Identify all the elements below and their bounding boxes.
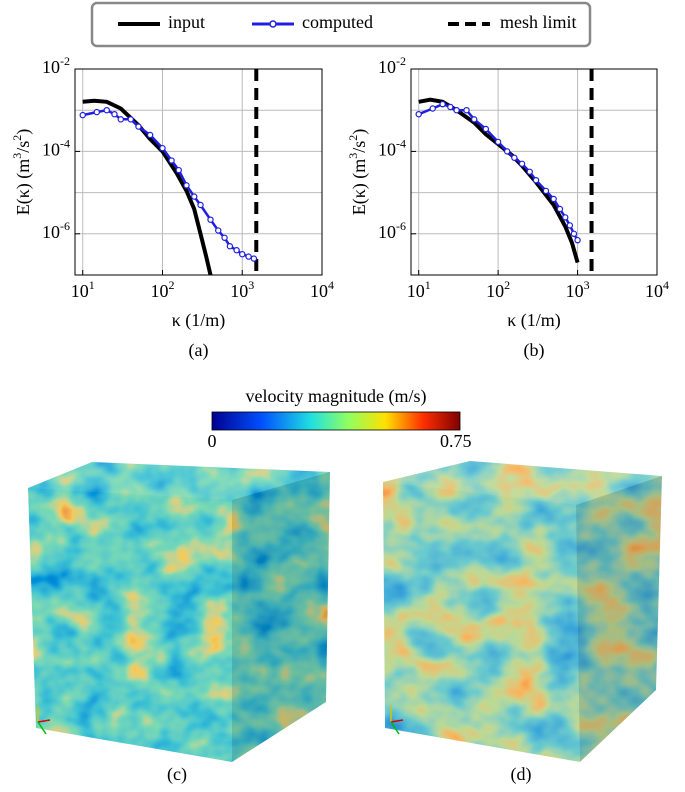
plots: 10-6 10-4 10-2 101 102 103 104 κ (1/m) E(κ) (m3/… [10,54,669,361]
colorbar [211,411,461,431]
colorbar-tick-label: 0.75 [440,431,472,451]
marker [250,255,258,262]
marker [233,246,240,254]
marker [191,193,198,200]
marker [111,110,118,118]
chart: 10-6 10-4 10-2 101 102 103 104 κ (1/m) E(κ) (m3/… [346,54,669,361]
plot-frame [74,68,323,276]
axes-triad-d [390,706,404,735]
series-line [82,108,255,260]
x-tick-label: 101 [407,278,431,301]
marker [183,182,190,189]
y-tick-label: 10-2 [42,54,70,77]
marker [215,227,222,234]
legend-label: input [168,12,205,32]
colorbar-ticks: 0 0.75 [208,431,472,451]
y-tick-label: 10-6 [378,219,406,242]
plot-frame [410,68,658,276]
colorbar-tick-label: 0 [208,431,217,451]
cube-d [383,461,662,762]
marker [415,110,422,118]
panel-label: (d) [511,764,532,785]
marker [127,116,134,123]
marker [197,201,204,209]
y-tick-label: 10-4 [378,136,406,159]
x-tick-label: 103 [230,278,254,301]
marker [226,243,234,250]
y-axis-label: E(κ) (m3/s2) [346,129,370,216]
colorbar-title: velocity magnitude (m/s) [246,386,427,407]
series-line [82,98,213,275]
marker [471,116,478,123]
panel-label: (a) [189,340,209,361]
marker [463,106,470,114]
x-axis-label: κ (1/m) [172,310,226,331]
panel-label: (b) [524,340,545,361]
marker [562,214,569,221]
legend-box [90,1,592,48]
marker [570,230,578,237]
marker [117,116,124,123]
legend: input computed mesh limit [118,12,577,32]
marker [482,125,490,133]
marker [550,195,557,203]
x-tick-label: 104 [645,278,669,301]
cube-c [28,462,330,762]
marker [542,187,550,195]
marker [146,131,154,139]
y-tick-label: 10-6 [42,219,70,242]
marker [93,108,100,116]
marker [221,234,228,241]
legend-label: mesh limit [500,12,577,32]
marker [135,123,142,130]
x-tick-label: 102 [150,278,174,301]
marker [429,105,436,112]
marker [526,168,533,175]
x-tick-label: 102 [486,278,510,301]
axes-triad-c [37,706,51,735]
legend-label: computed [302,12,373,32]
marker [207,216,214,223]
x-axis-label: κ (1/m) [507,310,561,331]
x-tick-label: 104 [310,278,334,301]
x-tick-label: 101 [71,278,95,301]
x-tick-label: 103 [566,278,590,301]
marker [168,157,175,164]
marker [447,103,454,111]
panel-label: (c) [167,764,187,785]
marker [566,222,574,229]
y-axis-label: E(κ) (m3/s2) [10,129,34,216]
chart: 10-6 10-4 10-2 101 102 103 104 κ (1/m) E(κ) (m3/… [10,54,334,361]
marker [503,148,511,155]
marker [79,111,86,119]
marker [511,154,518,161]
marker [494,138,502,146]
marker [518,160,526,168]
marker [532,176,540,184]
marker [439,100,446,108]
marker [159,144,166,152]
marker [556,205,564,213]
legend-marker [269,20,277,28]
marker [245,253,252,260]
y-tick-label: 10-2 [378,54,406,77]
y-tick-label: 10-4 [42,136,70,159]
marker [574,236,581,244]
marker [103,106,110,114]
marker [239,250,246,258]
marker [453,106,460,114]
marker [175,166,182,174]
